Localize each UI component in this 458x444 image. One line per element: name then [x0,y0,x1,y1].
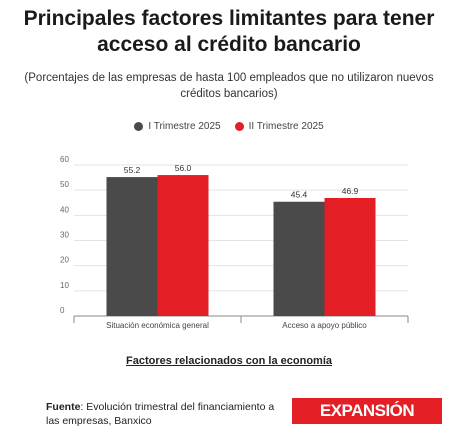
y-tick-label-10: 10 [60,281,69,290]
expansion-logo: EXPANSIÓN [292,398,442,424]
legend-item-series-1: I Trimestre 2025 [134,121,221,132]
x-tick-label-1: Situación económica general [106,321,209,330]
y-tick-label-0: 0 [60,306,65,315]
legend-item-series-2: II Trimestre 2025 [234,121,324,132]
y-tick-label-60: 60 [60,155,69,164]
bar-1-series-1 [106,177,158,316]
y-tick-label-40: 40 [60,205,69,214]
source-note: Fuente: Evolución trimestral del financi… [46,400,276,428]
data-label-1-series-2: 56.0 [175,163,192,173]
bar-2-series-1 [273,201,325,316]
legend-label-series-2: II Trimestre 2025 [248,121,324,132]
data-label-1-series-1: 55.2 [124,165,141,175]
logo-text: EXPANSIÓN [319,401,415,420]
y-tick-label-30: 30 [60,231,69,240]
y-tick-label-20: 20 [60,256,69,265]
source-text: : Evolución trimestral del financiamient… [46,401,275,427]
legend-swatch-series-1 [134,122,144,131]
legend: I Trimestre 2025 II Trimestre 2025 [0,121,458,132]
data-label-2-series-2: 46.9 [342,186,359,196]
legend-swatch-series-2 [234,122,244,131]
data-label-2-series-1: 45.4 [291,190,308,200]
chart-subtitle: (Porcentajes de las empresas de hasta 10… [24,72,434,100]
bar-2-series-2 [324,197,376,316]
x-tick-label-2: Acceso a apoyo público [282,321,367,330]
legend-label-series-1: I Trimestre 2025 [148,121,221,132]
x-axis-title-text: Factores relacionados con la economía [125,355,332,367]
chart-title: Principales factores limitantes para ten… [23,7,435,56]
bar-1-series-2 [157,175,209,316]
x-axis-title: Factores relacionados con la economía [0,355,458,367]
source-label: Fuente [46,401,81,413]
bar-chart: 0 10 20 30 40 50 60 55.2 56.0 Situación económica… [60,155,409,330]
y-tick-label-50: 50 [60,180,69,189]
